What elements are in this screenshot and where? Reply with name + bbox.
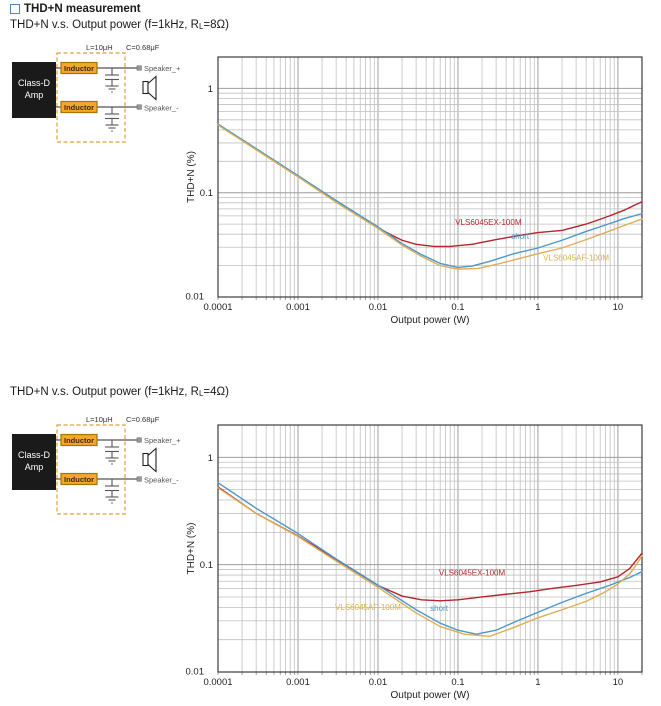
class-d-amp-box xyxy=(12,434,56,490)
circuit-diagram-2: L=10μH C=0.68μF Class-D Amp Inductor Ind… xyxy=(12,415,181,515)
x-tick-label: 10 xyxy=(613,302,624,313)
speaker-horn-icon xyxy=(147,447,157,473)
amp-label-line2: Amp xyxy=(25,90,44,100)
x-tick-label: 0.001 xyxy=(286,302,310,313)
y-tick-label: 1 xyxy=(208,453,213,464)
inductor-box-bottom xyxy=(60,100,98,114)
chart2-title-prefix: THD+N v.s. Output power (f=1kHz, R xyxy=(10,386,199,398)
inductor-label-top: Inductor xyxy=(64,64,94,73)
x-tick-label: 0.1 xyxy=(451,677,464,688)
y-axis-title: THD+N (%) xyxy=(186,523,197,575)
x-tick-label: 0.1 xyxy=(451,302,464,313)
capacitance-caption: C=0.68μF xyxy=(126,415,160,424)
chart1-title-prefix: THD+N v.s. Output power (f=1kHz, R xyxy=(10,19,199,31)
inductor-box-bottom xyxy=(60,472,98,486)
inductor-label-bottom: Inductor xyxy=(64,103,94,112)
amp-label-line1: Class-D xyxy=(18,78,51,88)
chart1-title-suffix: =8Ω) xyxy=(203,19,229,31)
chart1-title: THD+N v.s. Output power (f=1kHz, RL=8Ω) xyxy=(10,19,229,31)
x-tick-label: 1 xyxy=(535,302,540,313)
y-tick-label: 1 xyxy=(208,84,213,95)
x-tick-label: 0.01 xyxy=(369,677,388,688)
lc-filter-dashed-box xyxy=(56,52,126,143)
capacitance-caption: C=0.68μF xyxy=(126,43,160,52)
inductor-box-top xyxy=(60,433,98,447)
x-tick-label: 0.01 xyxy=(369,302,388,313)
y-tick-label: 0.1 xyxy=(200,188,213,199)
terminal-minus xyxy=(136,476,142,482)
y-axis-title: THD+N (%) xyxy=(186,151,197,203)
y-tick-label: 0.01 xyxy=(186,667,205,678)
class-d-amp-box xyxy=(12,62,56,118)
y-tick-label: 0.01 xyxy=(186,292,205,303)
plot-frame xyxy=(217,424,643,673)
chart2-title-suffix: =4Ω) xyxy=(203,386,229,398)
section-marker-icon xyxy=(10,4,20,14)
measurement-title: THD+N measurement xyxy=(24,3,141,15)
x-tick-label: 0.001 xyxy=(286,677,310,688)
inductance-caption: L=10μH xyxy=(86,415,113,424)
series-label-VLS6045AF-100M: VLS6045AF-100M xyxy=(543,253,609,262)
terminal-plus xyxy=(136,65,142,71)
capacitor-bottom xyxy=(105,107,119,132)
grid xyxy=(217,57,643,300)
speaker-horn-icon xyxy=(147,75,157,101)
inductor-label-bottom: Inductor xyxy=(64,475,94,484)
amp-label-line1: Class-D xyxy=(18,450,51,460)
x-axis-title: Output power (W) xyxy=(391,315,470,326)
terminal-plus xyxy=(136,437,142,443)
chart2-title: THD+N v.s. Output power (f=1kHz, RL=4Ω) xyxy=(10,386,229,398)
measurement-header: THD+N measurement xyxy=(10,3,141,15)
series-label-VLS6045EX-100M: VLS6045EX-100M xyxy=(455,218,522,227)
x-axis-title: Output power (W) xyxy=(391,690,470,701)
terminal-minus xyxy=(136,104,142,110)
capacitor-bottom xyxy=(105,479,119,504)
speaker-plus-label: Speaker_+ xyxy=(144,64,181,73)
inductance-caption: L=10μH xyxy=(86,43,113,52)
x-tick-label: 10 xyxy=(613,677,624,688)
series-label-VLS6045EX-100M: VLS6045EX-100M xyxy=(439,569,506,578)
plot-frame xyxy=(217,56,643,298)
speaker-minus-label: Speaker_- xyxy=(144,104,179,113)
chart2-title-subscript: L xyxy=(198,389,204,398)
curve-short xyxy=(217,482,643,635)
speaker-plus-label: Speaker_+ xyxy=(144,436,181,445)
series-label-short: short xyxy=(430,604,449,613)
inductor-box-top xyxy=(60,61,98,75)
curve-VLS6045AF-100M xyxy=(217,487,643,638)
capacitor-top xyxy=(105,68,119,93)
x-tick-label: 0.0001 xyxy=(203,302,232,313)
curve-short xyxy=(217,123,643,269)
y-tick-label: 0.1 xyxy=(200,560,213,571)
lc-filter-dashed-box xyxy=(56,424,126,515)
circuit-diagram-1: L=10μH C=0.68μF Class-D Amp Inductor Ind… xyxy=(12,43,181,143)
inductor-label-top: Inductor xyxy=(64,436,94,445)
x-tick-label: 0.0001 xyxy=(203,677,232,688)
series-label-short: short xyxy=(511,232,530,241)
curve-VLS6045EX-100M xyxy=(217,486,643,602)
capacitor-top xyxy=(105,440,119,465)
grid xyxy=(217,425,643,675)
series-label-VLS6045AF-100M: VLS6045AF-100M xyxy=(335,603,401,612)
amp-label-line2: Amp xyxy=(25,462,44,472)
chart1-title-subscript: L xyxy=(198,22,204,31)
speaker-minus-label: Speaker_- xyxy=(144,476,179,485)
x-tick-label: 1 xyxy=(535,677,540,688)
curve-VLS6045AF-100M xyxy=(217,124,643,270)
